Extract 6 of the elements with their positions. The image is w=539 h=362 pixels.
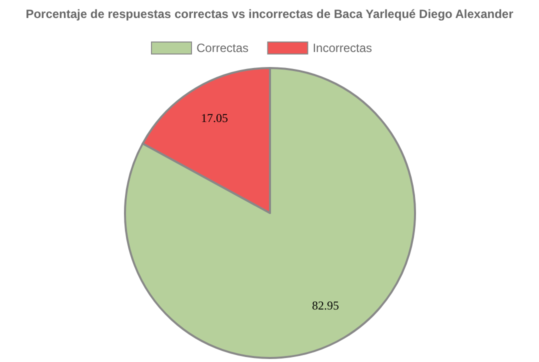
legend-label: Correctas <box>196 41 249 55</box>
pie-slice <box>124 67 416 359</box>
chart-title: Porcentaje de respuestas correctas vs incorrectas de Baca Yarlequé Diego Alexander <box>26 7 514 21</box>
data-label: 82.95 <box>312 298 340 312</box>
data-label: 17.05 <box>200 111 228 126</box>
legend-label: Incorrectas <box>312 41 372 55</box>
